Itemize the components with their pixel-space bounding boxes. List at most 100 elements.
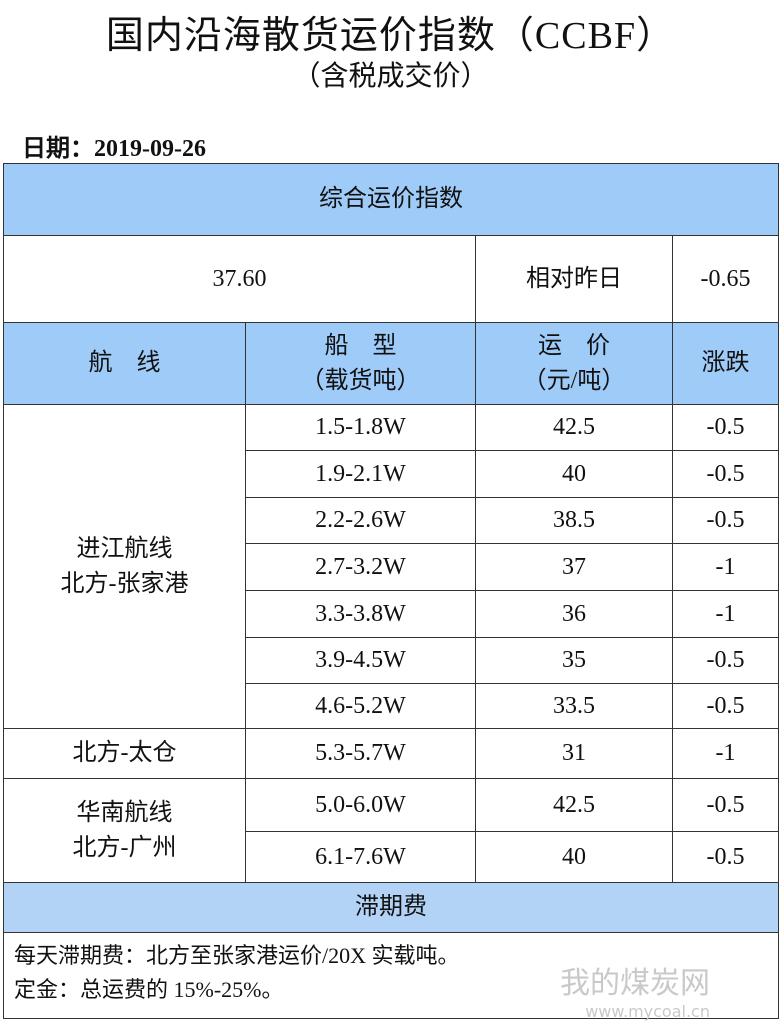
freight: 35 bbox=[475, 637, 673, 684]
change-line: -1 bbox=[715, 600, 736, 627]
freight-line: 36 bbox=[562, 600, 586, 627]
composite-title-line: 综合运价指数 bbox=[319, 186, 463, 213]
table-row: 37.60 相对昨日 -0.65 bbox=[3, 235, 779, 323]
table-row: 1.9-2.1W 40 -0.5 bbox=[4, 450, 779, 498]
composite-value: 37.60 bbox=[3, 235, 476, 323]
column-header: 航 线 bbox=[3, 322, 246, 405]
change-line: -0.5 bbox=[706, 507, 745, 534]
column-header-line: 涨跌 bbox=[701, 350, 750, 377]
route-line: 进江航线 bbox=[76, 535, 173, 562]
change-line: -0.5 bbox=[706, 791, 745, 818]
change-line: -0.5 bbox=[706, 647, 745, 674]
freight-table: 综合运价指数 37.60 相对昨日 -0.65 航 线 船 型 （载货吨） 运 价 （元/吨） 涨… bbox=[3, 163, 779, 1019]
ship-size-line: 3.3-3.8W bbox=[315, 600, 406, 627]
freight-line: 40 bbox=[562, 460, 586, 487]
column-header-line: 船 型 bbox=[324, 332, 397, 359]
composite-title: 综合运价指数 bbox=[3, 163, 779, 236]
route: 进江航线北方-张家港 bbox=[3, 404, 246, 729]
column-header: 涨跌 bbox=[672, 322, 779, 405]
change: -0.5 bbox=[672, 831, 779, 883]
change: -1 bbox=[672, 590, 779, 638]
change-line: -0.5 bbox=[706, 460, 745, 487]
freight-line: 42.5 bbox=[553, 414, 595, 441]
freight: 40 bbox=[475, 831, 673, 883]
ship-size: 2.7-3.2W bbox=[245, 543, 476, 591]
watermark-name: 我的煤炭网 bbox=[560, 966, 710, 1001]
composite-change-line: -0.65 bbox=[700, 265, 751, 292]
table-row: 航 线 船 型 （载货吨） 运 价 （元/吨） 涨跌 bbox=[3, 322, 779, 405]
composite-value-line: 37.60 bbox=[212, 265, 267, 292]
route: 华南航线北方-广州 bbox=[3, 778, 246, 883]
watermark-url: www.mycoal.cn bbox=[585, 1002, 710, 1021]
table-row: 4.6-5.2W 33.5 -0.5 bbox=[4, 683, 779, 729]
change: -0.5 bbox=[672, 450, 779, 498]
route-line: 华南航线 bbox=[76, 799, 173, 826]
route: 北方-太仓 bbox=[3, 728, 246, 779]
freight-line: 37 bbox=[562, 553, 586, 580]
ship-size: 5.0-6.0W bbox=[245, 778, 476, 832]
ship-size: 4.6-5.2W bbox=[245, 683, 476, 729]
freight-line: 38.5 bbox=[553, 507, 595, 534]
ship-size-line: 1.9-2.1W bbox=[315, 460, 406, 487]
column-header: 船 型 （载货吨） bbox=[245, 322, 476, 405]
table-row: 3.3-3.8W 36 -1 bbox=[4, 590, 779, 638]
demurrage-notes-line: 定金：总运费的 15%-25%。 bbox=[14, 977, 284, 1003]
table-row: 滞期费 bbox=[3, 882, 779, 933]
watermark: 我的煤炭网 www.mycoal.cn bbox=[560, 958, 710, 1021]
freight: 38.5 bbox=[475, 497, 673, 544]
table-row: 北方-太仓 5.3-5.7W 31 -1 bbox=[3, 728, 779, 779]
freight: 42.5 bbox=[475, 404, 673, 451]
demurrage-notes-line: 每天滞期费：北方至张家港运价/20X 实载吨。 bbox=[14, 943, 460, 968]
change: -1 bbox=[672, 543, 779, 591]
ship-size: 2.2-2.6W bbox=[245, 497, 476, 544]
route-line: 北方-广州 bbox=[72, 834, 177, 861]
ship-size-line: 6.1-7.6W bbox=[315, 843, 406, 870]
date: 日期：2019-09-26 bbox=[22, 136, 206, 162]
ship-size-line: 2.2-2.6W bbox=[315, 507, 406, 534]
subtitle: （含税成交价） bbox=[292, 61, 489, 92]
change-line: -0.5 bbox=[706, 843, 745, 870]
change: -0.5 bbox=[672, 637, 779, 684]
demurrage-title: 滞期费 bbox=[3, 882, 779, 933]
ship-size: 3.3-3.8W bbox=[245, 590, 476, 638]
column-header-line: 运 价 bbox=[538, 332, 610, 359]
change: -0.5 bbox=[672, 778, 779, 832]
route-line: 北方-张家港 bbox=[60, 570, 189, 597]
table-row: 进江航线北方-张家港 1.5-1.8W 42.5 -0.5 bbox=[3, 404, 779, 729]
freight: 33.5 bbox=[475, 683, 673, 729]
ship-size-line: 2.7-3.2W bbox=[315, 553, 406, 580]
freight-line: 35 bbox=[562, 647, 586, 674]
freight: 36 bbox=[475, 590, 673, 638]
column-header-line: （元/吨） bbox=[522, 367, 626, 394]
ship-size-line: 4.6-5.2W bbox=[315, 692, 406, 719]
change-line: -0.5 bbox=[706, 692, 745, 719]
ship-size: 1.5-1.8W bbox=[245, 404, 476, 451]
ship-size-line: 3.9-4.5W bbox=[315, 647, 406, 674]
column-header-line: 航 线 bbox=[88, 350, 161, 377]
freight-line: 42.5 bbox=[553, 791, 595, 818]
ship-size-line: 5.0-6.0W bbox=[315, 791, 406, 818]
freight: 42.5 bbox=[475, 778, 673, 832]
change-line: -0.5 bbox=[706, 414, 745, 441]
compare-label-line: 相对昨日 bbox=[526, 265, 622, 292]
title: 国内沿海散货运价指数（CCBF） bbox=[105, 15, 676, 57]
change: -0.5 bbox=[672, 497, 779, 544]
change-line: -1 bbox=[715, 553, 736, 580]
column-header: 运 价 （元/吨） bbox=[475, 322, 673, 405]
table-row: 综合运价指数 bbox=[3, 163, 779, 236]
column-header-line: （载货吨） bbox=[300, 367, 421, 394]
ship-size-line: 5.3-5.7W bbox=[315, 740, 406, 767]
ship-size-line: 1.5-1.8W bbox=[315, 414, 406, 441]
change-line: -1 bbox=[715, 740, 736, 767]
table-row: 3.9-4.5W 35 -0.5 bbox=[4, 637, 779, 684]
freight-line: 31 bbox=[562, 740, 586, 767]
freight: 37 bbox=[475, 543, 673, 591]
freight: 31 bbox=[475, 728, 673, 779]
table-row: 华南航线北方-广州 5.0-6.0W 42.5 -0.5 bbox=[3, 778, 779, 883]
ship-size: 1.9-2.1W bbox=[245, 450, 476, 498]
ship-size: 5.3-5.7W bbox=[245, 728, 476, 779]
ship-size: 6.1-7.6W bbox=[245, 831, 476, 883]
ship-size: 3.9-4.5W bbox=[245, 637, 476, 684]
composite-change: -0.65 bbox=[672, 235, 779, 323]
